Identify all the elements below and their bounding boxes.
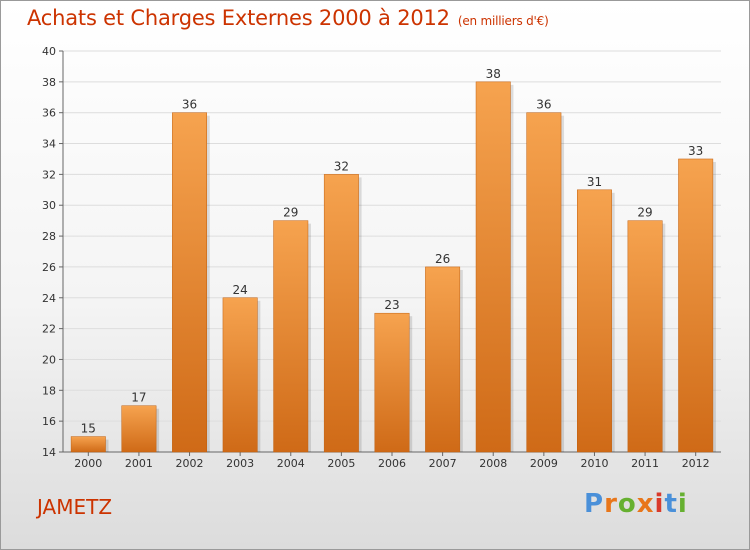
bar <box>172 112 207 453</box>
x-tick-label: 2004 <box>277 457 305 470</box>
bar-value-label: 26 <box>435 252 450 266</box>
logo-letter: o <box>617 489 637 519</box>
x-tick-label: 2000 <box>74 457 102 470</box>
x-tick-label: 2005 <box>327 457 355 470</box>
y-tick-label: 20 <box>42 353 56 366</box>
x-tick-label: 2003 <box>226 457 254 470</box>
x-tick-label: 2011 <box>631 457 659 470</box>
chart-title: Achats et Charges Externes 2000 à 2012 (e… <box>27 6 549 30</box>
bar-value-label: 23 <box>384 298 399 312</box>
logo-letter: P <box>584 489 605 519</box>
bar <box>627 220 663 453</box>
y-tick-label: 26 <box>42 261 56 274</box>
y-tick-label: 32 <box>42 168 56 181</box>
bar-value-label: 38 <box>486 67 501 81</box>
bar <box>323 174 359 453</box>
bar <box>425 266 461 453</box>
y-tick-label: 18 <box>42 384 56 397</box>
bar <box>577 189 612 453</box>
logo-letter: i <box>654 489 665 519</box>
location-label: JAMETZ <box>37 495 113 519</box>
bar <box>70 436 106 453</box>
bar <box>222 297 258 453</box>
x-tick-label: 2001 <box>125 457 153 470</box>
x-tick-label: 2007 <box>429 457 457 470</box>
bars <box>70 81 716 453</box>
y-tick-label: 24 <box>42 292 56 305</box>
chart-title-text: Achats et Charges Externes 2000 à 2012 <box>27 6 450 30</box>
bar-value-label: 33 <box>688 144 703 158</box>
y-tick-label: 28 <box>42 230 56 243</box>
y-tick-label: 16 <box>42 415 56 428</box>
y-tick-label: 36 <box>42 107 56 120</box>
labels: 15 17 36 24 29 32 23 26 38 36 31 29 33 <box>81 67 704 436</box>
axes: 14 16 18 20 22 24 26 28 30 32 34 36 38 40 2000 2001 2002… <box>42 45 721 470</box>
x-tick-label: 2002 <box>176 457 204 470</box>
x-tick-label: 2009 <box>530 457 558 470</box>
y-tick-label: 22 <box>42 323 56 336</box>
bar <box>121 405 157 453</box>
bar <box>475 81 511 453</box>
y-tick-label: 38 <box>42 76 56 89</box>
logo-letter: r <box>604 489 618 519</box>
bar-value-label: 29 <box>637 206 652 220</box>
bar <box>526 112 562 453</box>
bar <box>374 312 410 453</box>
x-tick-label: 2012 <box>682 457 710 470</box>
bar-value-label: 17 <box>131 391 146 405</box>
y-tick-label: 40 <box>42 45 56 58</box>
x-tick-label: 2010 <box>580 457 608 470</box>
bar-value-label: 36 <box>536 98 551 112</box>
bar-value-label: 32 <box>334 159 349 173</box>
x-tick-label: 2006 <box>378 457 406 470</box>
y-tick-label: 34 <box>42 138 56 151</box>
bar <box>678 158 714 453</box>
bar-value-label: 36 <box>182 98 197 112</box>
bar-value-label: 15 <box>81 422 96 436</box>
logo-letter: i <box>677 489 688 519</box>
bar-value-label: 24 <box>233 283 248 297</box>
proxiti-logo: Proxiti <box>584 489 688 519</box>
bar-value-label: 31 <box>587 175 602 189</box>
bar-value-label: 29 <box>283 206 298 220</box>
y-tick-label: 14 <box>42 446 56 459</box>
chart-unit: (en milliers d'€) <box>457 14 549 28</box>
logo-letter: t <box>664 489 678 519</box>
x-tick-label: 2008 <box>479 457 507 470</box>
logo-letter: x <box>636 489 655 519</box>
y-tick-label: 30 <box>42 199 56 212</box>
bar <box>273 220 309 453</box>
